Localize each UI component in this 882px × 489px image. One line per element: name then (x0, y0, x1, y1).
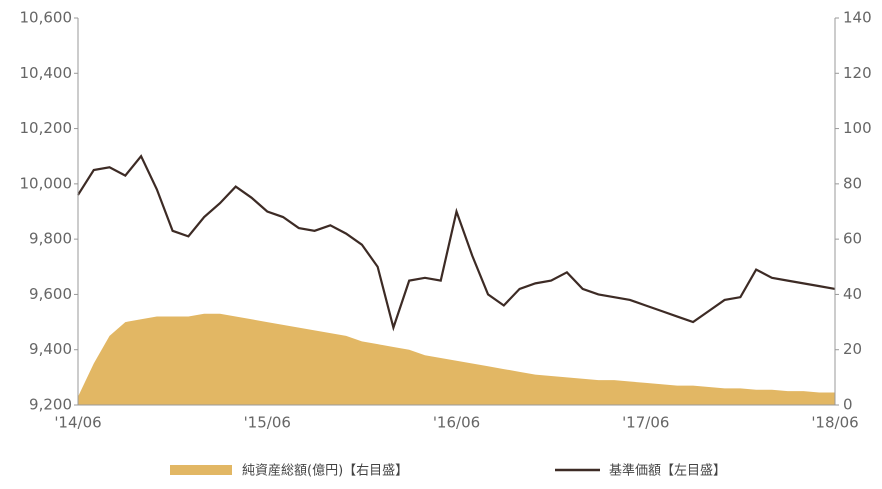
y2-tick-label: 80 (843, 174, 862, 192)
y2-tick-label: 20 (843, 340, 862, 358)
x-tick-label: '18/06 (811, 414, 858, 432)
y-tick-label: 9,800 (29, 230, 72, 248)
y-tick-label: 9,200 (29, 396, 72, 414)
y-tick-label: 10,600 (20, 9, 73, 27)
y-tick-label: 10,000 (20, 174, 73, 192)
y-tick-label: 9,600 (29, 285, 72, 303)
x-tick-label: '15/06 (244, 414, 291, 432)
y-tick-label: 9,400 (29, 340, 72, 358)
legend-label: 基準価額【左目盛】 (609, 463, 726, 479)
y2-tick-label: 60 (843, 230, 862, 248)
legend-label: 純資産総額(億円)【右目盛】 (242, 463, 408, 479)
y2-tick-label: 0 (843, 396, 853, 414)
y-tick-label: 10,400 (20, 64, 73, 82)
y2-tick-label: 120 (843, 64, 872, 82)
x-tick-label: '16/06 (433, 414, 480, 432)
area (78, 313, 835, 405)
y2-tick-label: 100 (843, 119, 872, 137)
y2-tick-label: 40 (843, 285, 862, 303)
y2-tick-label: 140 (843, 9, 872, 27)
line (77, 154, 836, 332)
x-tick-label: '14/06 (54, 414, 101, 432)
y-tick-label: 10,200 (20, 119, 73, 137)
x-tick-label: '17/06 (622, 414, 669, 432)
legend-swatch (170, 465, 232, 475)
